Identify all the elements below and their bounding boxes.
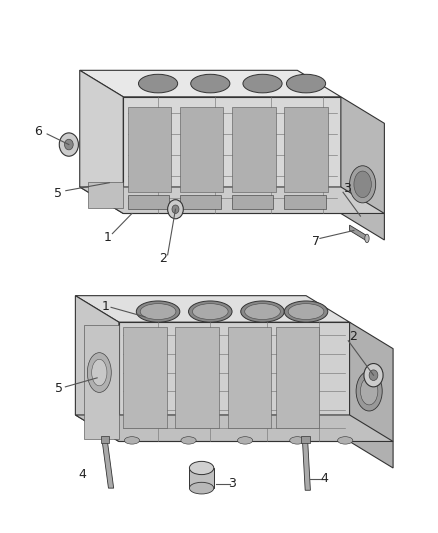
Text: 2: 2	[159, 252, 167, 265]
Text: 5: 5	[54, 187, 62, 200]
Polygon shape	[101, 436, 110, 442]
Polygon shape	[350, 225, 367, 241]
Polygon shape	[228, 327, 271, 428]
Ellipse shape	[286, 74, 325, 93]
Circle shape	[59, 133, 78, 156]
Polygon shape	[80, 70, 123, 214]
Polygon shape	[80, 70, 341, 97]
Circle shape	[168, 200, 184, 219]
Polygon shape	[284, 108, 328, 192]
Polygon shape	[102, 442, 114, 488]
Polygon shape	[232, 108, 276, 192]
Ellipse shape	[191, 74, 230, 93]
Circle shape	[172, 205, 179, 214]
Ellipse shape	[288, 304, 324, 319]
Polygon shape	[350, 322, 393, 468]
Polygon shape	[88, 182, 123, 208]
Polygon shape	[123, 97, 341, 214]
Ellipse shape	[245, 304, 280, 319]
Circle shape	[364, 364, 383, 387]
Ellipse shape	[87, 353, 111, 392]
Polygon shape	[303, 442, 311, 490]
Polygon shape	[127, 195, 169, 209]
Text: 1: 1	[104, 231, 112, 244]
Ellipse shape	[189, 482, 214, 494]
Text: 4: 4	[320, 472, 328, 485]
Circle shape	[369, 370, 378, 381]
Ellipse shape	[124, 437, 140, 444]
Polygon shape	[84, 325, 119, 439]
Text: 7: 7	[311, 235, 320, 247]
Ellipse shape	[290, 437, 305, 444]
Ellipse shape	[188, 301, 232, 322]
Text: 4: 4	[78, 468, 86, 481]
Text: 2: 2	[349, 330, 357, 343]
Ellipse shape	[284, 301, 328, 322]
Ellipse shape	[136, 301, 180, 322]
Ellipse shape	[241, 301, 284, 322]
Polygon shape	[301, 436, 310, 442]
Ellipse shape	[365, 234, 369, 243]
Polygon shape	[180, 108, 223, 192]
Text: 3: 3	[228, 478, 236, 490]
Polygon shape	[127, 108, 171, 192]
Ellipse shape	[140, 304, 176, 319]
Ellipse shape	[360, 377, 378, 405]
Ellipse shape	[192, 304, 228, 319]
Polygon shape	[80, 187, 385, 214]
Polygon shape	[189, 468, 214, 488]
Polygon shape	[276, 327, 319, 428]
Ellipse shape	[350, 166, 376, 203]
Ellipse shape	[237, 437, 253, 444]
Polygon shape	[123, 327, 167, 428]
Text: 1: 1	[102, 300, 110, 313]
Ellipse shape	[181, 437, 196, 444]
Ellipse shape	[356, 371, 382, 411]
Polygon shape	[176, 327, 219, 428]
Polygon shape	[232, 195, 273, 209]
Text: 3: 3	[343, 182, 351, 195]
Text: 5: 5	[55, 382, 63, 395]
Ellipse shape	[338, 437, 353, 444]
Polygon shape	[75, 296, 350, 322]
Ellipse shape	[92, 359, 107, 386]
Circle shape	[64, 139, 73, 150]
Text: 6: 6	[35, 125, 42, 138]
Ellipse shape	[138, 74, 178, 93]
Ellipse shape	[354, 171, 371, 198]
Polygon shape	[75, 415, 393, 441]
Polygon shape	[119, 322, 350, 441]
Polygon shape	[180, 195, 221, 209]
Ellipse shape	[189, 462, 214, 474]
Ellipse shape	[243, 74, 282, 93]
Polygon shape	[284, 195, 325, 209]
Polygon shape	[75, 296, 119, 441]
Polygon shape	[341, 97, 385, 240]
